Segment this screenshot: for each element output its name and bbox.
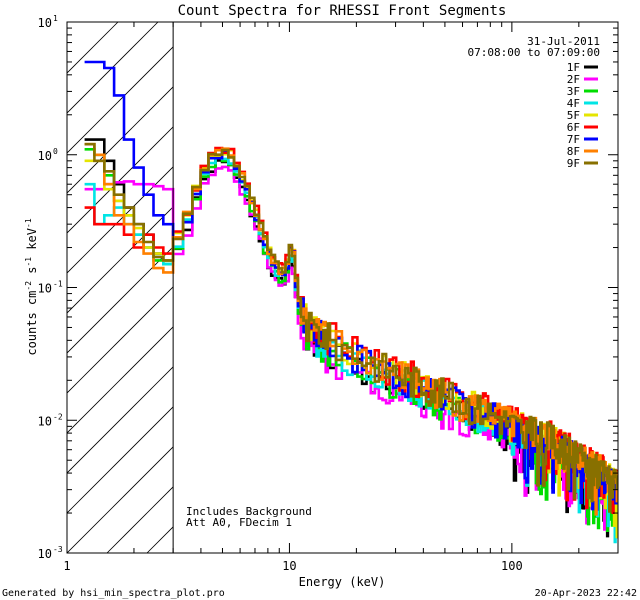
hatch-line [67, 286, 174, 394]
legend-label: 8F [567, 145, 580, 158]
hatch-line [67, 206, 174, 314]
y-tick-label-exponent: -1 [53, 280, 63, 289]
hatch-line [67, 406, 174, 514]
hatch-line [627, 22, 640, 553]
annotation-background: Includes Background [186, 505, 312, 518]
y-tick-label: 10 [38, 547, 52, 561]
y-axis-label-exp3: -1 [24, 218, 33, 228]
footer-generator: Generated by hsi_min_spectra_plot.pro [2, 588, 225, 599]
axis-ticks [66, 21, 619, 554]
x-tick-label: 1 [63, 559, 70, 573]
legend-label: 9F [567, 157, 580, 170]
legend-label: 6F [567, 121, 580, 134]
footer-timestamp: 20-Apr-2023 22:42 [535, 588, 637, 599]
hatch-line [67, 46, 174, 154]
x-tick-label: 10 [282, 559, 296, 573]
chart-title: Count Spectra for RHESSI Front Segments [178, 3, 507, 19]
hatch-line [67, 86, 174, 194]
hatch-line [67, 246, 174, 354]
y-tick-label: 10 [38, 16, 52, 30]
legend-label: 2F [567, 73, 580, 86]
y-tick-label-exponent: -2 [53, 412, 63, 421]
legend-label: 1F [567, 61, 580, 74]
y-axis-label-base: counts cm [25, 291, 39, 356]
excluded-region-hatch [67, 22, 640, 553]
time-range-label: 07:08:00 to 07:09:00 [468, 46, 600, 59]
annotation-attenuator: Att A0, FDecim 1 [186, 516, 292, 529]
y-axis-label-unit: keV [25, 228, 39, 257]
legend-label: 4F [567, 97, 580, 110]
y-axis-label-exp2: -1 [24, 257, 33, 267]
y-tick-label: 10 [38, 414, 52, 428]
series-layer [84, 60, 618, 544]
y-axis-label-exp1: -2 [24, 281, 33, 291]
hatch-line [67, 22, 159, 114]
y-axis-label: counts cm-2 s-1 keV-1 [24, 218, 39, 355]
legend-label: 7F [567, 133, 580, 146]
y-axis-label-mid: s [25, 267, 39, 281]
x-tick-labels: 1 10 100 [63, 559, 522, 573]
y-tick-label-exponent: 1 [53, 14, 58, 23]
hatch-line [67, 366, 174, 474]
date-label: 31-Jul-2011 [527, 35, 600, 48]
hatch-line [67, 446, 174, 553]
legend-label: 5F [567, 109, 580, 122]
legend-label: 3F [567, 85, 580, 98]
x-tick-label: 100 [501, 559, 523, 573]
x-axis-label: Energy (keV) [299, 575, 386, 589]
y-tick-label-exponent: 0 [53, 147, 58, 156]
y-tick-label-exponent: -3 [53, 545, 63, 554]
series-9f [84, 142, 618, 513]
y-tick-label: 10 [38, 282, 52, 296]
y-tick-label: 10 [38, 149, 52, 163]
